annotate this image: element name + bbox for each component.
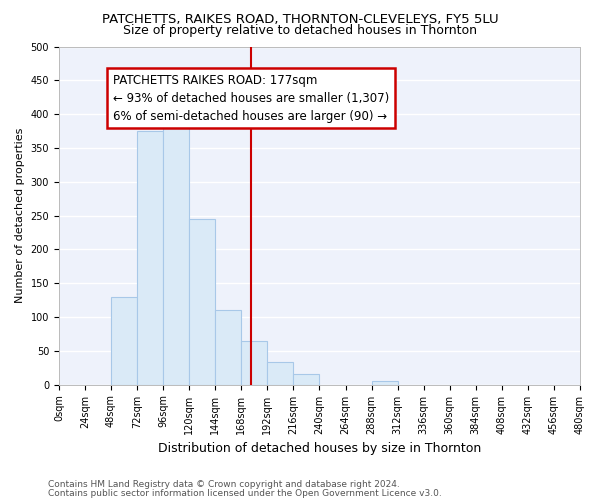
Bar: [241, 340, 268, 384]
X-axis label: Distribution of detached houses by size in Thornton: Distribution of detached houses by size …: [158, 442, 481, 455]
Bar: [371, 382, 398, 384]
Text: Contains HM Land Registry data © Crown copyright and database right 2024.: Contains HM Land Registry data © Crown c…: [48, 480, 400, 489]
Bar: [163, 104, 189, 384]
Bar: [189, 219, 215, 384]
Bar: [111, 297, 137, 384]
Text: Size of property relative to detached houses in Thornton: Size of property relative to detached ho…: [123, 24, 477, 37]
Text: Contains public sector information licensed under the Open Government Licence v3: Contains public sector information licen…: [48, 488, 442, 498]
Bar: [137, 131, 163, 384]
Text: PATCHETTS RAIKES ROAD: 177sqm
← 93% of detached houses are smaller (1,307)
6% of: PATCHETTS RAIKES ROAD: 177sqm ← 93% of d…: [113, 74, 389, 122]
Bar: [268, 362, 293, 384]
Text: PATCHETTS, RAIKES ROAD, THORNTON-CLEVELEYS, FY5 5LU: PATCHETTS, RAIKES ROAD, THORNTON-CLEVELE…: [101, 12, 499, 26]
Y-axis label: Number of detached properties: Number of detached properties: [15, 128, 25, 304]
Bar: [215, 310, 241, 384]
Bar: [293, 374, 319, 384]
